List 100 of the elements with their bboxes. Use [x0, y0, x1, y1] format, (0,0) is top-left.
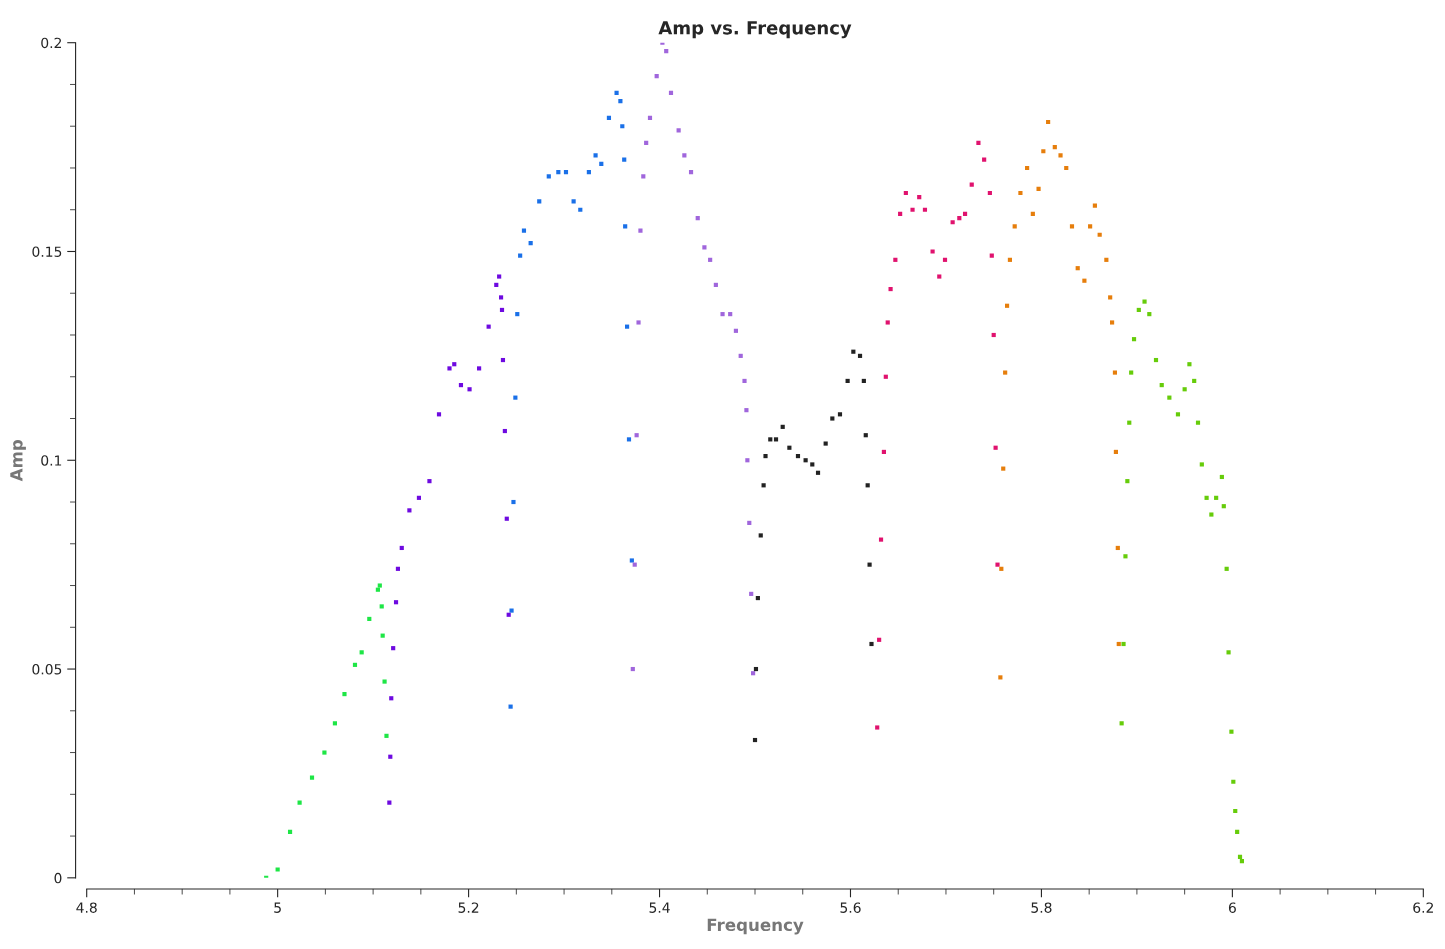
point — [1235, 829, 1240, 834]
x-tick-label: 5 — [274, 902, 281, 913]
point — [881, 449, 886, 454]
point — [893, 257, 898, 262]
point — [749, 591, 754, 596]
point — [654, 74, 659, 79]
point — [668, 90, 674, 95]
point — [1030, 211, 1035, 216]
point — [1226, 650, 1231, 655]
point — [744, 408, 749, 413]
point — [618, 99, 623, 104]
y-tick-label: 0 — [54, 872, 62, 884]
point — [998, 675, 1003, 680]
point — [957, 216, 962, 221]
point — [1007, 257, 1013, 262]
point — [787, 445, 792, 450]
point — [1036, 186, 1041, 191]
point — [747, 520, 752, 525]
point — [745, 458, 750, 463]
point — [342, 692, 347, 697]
point — [713, 282, 718, 287]
point — [644, 140, 649, 145]
point — [752, 737, 758, 743]
point — [1075, 266, 1080, 271]
point — [391, 646, 396, 651]
y-tick-label: 0.15 — [32, 246, 62, 257]
point — [436, 412, 442, 417]
point — [477, 366, 482, 371]
point — [452, 362, 457, 367]
point — [1046, 119, 1051, 125]
point — [322, 750, 327, 755]
point — [1119, 721, 1124, 726]
point — [888, 286, 893, 292]
point — [513, 395, 518, 400]
point — [388, 754, 393, 759]
point — [875, 725, 880, 730]
point — [1001, 466, 1006, 471]
point — [845, 378, 850, 384]
point — [399, 545, 404, 551]
point — [634, 433, 639, 438]
point — [664, 48, 669, 54]
point — [620, 124, 625, 129]
point — [877, 637, 882, 642]
point — [917, 195, 922, 200]
point — [407, 508, 412, 513]
point — [922, 207, 928, 212]
point — [903, 190, 908, 196]
point — [427, 479, 432, 484]
point — [599, 161, 604, 166]
point — [942, 257, 948, 262]
point — [987, 190, 992, 196]
point — [688, 170, 694, 175]
point — [498, 295, 504, 300]
point — [1052, 145, 1057, 150]
point — [467, 387, 472, 392]
point — [537, 199, 542, 204]
point — [857, 353, 863, 358]
point — [865, 483, 870, 488]
point — [458, 383, 464, 388]
point — [499, 307, 505, 313]
point — [837, 412, 843, 417]
point — [508, 704, 513, 709]
point — [1159, 383, 1164, 388]
point — [768, 437, 773, 442]
point — [708, 257, 713, 262]
point — [1092, 203, 1097, 208]
x-tick-label: 5.6 — [840, 902, 861, 913]
point — [1175, 412, 1181, 417]
point — [1064, 165, 1069, 171]
point — [486, 324, 491, 329]
point — [738, 353, 743, 358]
point — [1082, 278, 1087, 283]
point — [1142, 299, 1147, 304]
point — [614, 90, 619, 95]
point — [1192, 378, 1197, 384]
point — [682, 153, 687, 158]
point — [878, 537, 884, 542]
point — [1058, 153, 1063, 158]
point — [641, 174, 646, 179]
point — [382, 679, 387, 684]
point — [629, 558, 634, 563]
point — [515, 312, 520, 317]
point — [733, 328, 738, 333]
point — [500, 357, 506, 363]
point — [506, 612, 511, 617]
point — [937, 274, 942, 279]
point — [851, 349, 856, 354]
point — [1219, 474, 1224, 480]
point — [867, 562, 872, 567]
point — [1127, 420, 1132, 425]
x-tick-label: 6 — [1228, 902, 1236, 913]
point — [563, 170, 569, 175]
point — [1131, 337, 1137, 342]
point — [624, 324, 630, 329]
point — [297, 800, 302, 805]
point — [275, 867, 280, 872]
point — [1108, 295, 1113, 300]
point — [497, 274, 502, 279]
point — [1125, 479, 1130, 484]
point — [898, 211, 903, 216]
